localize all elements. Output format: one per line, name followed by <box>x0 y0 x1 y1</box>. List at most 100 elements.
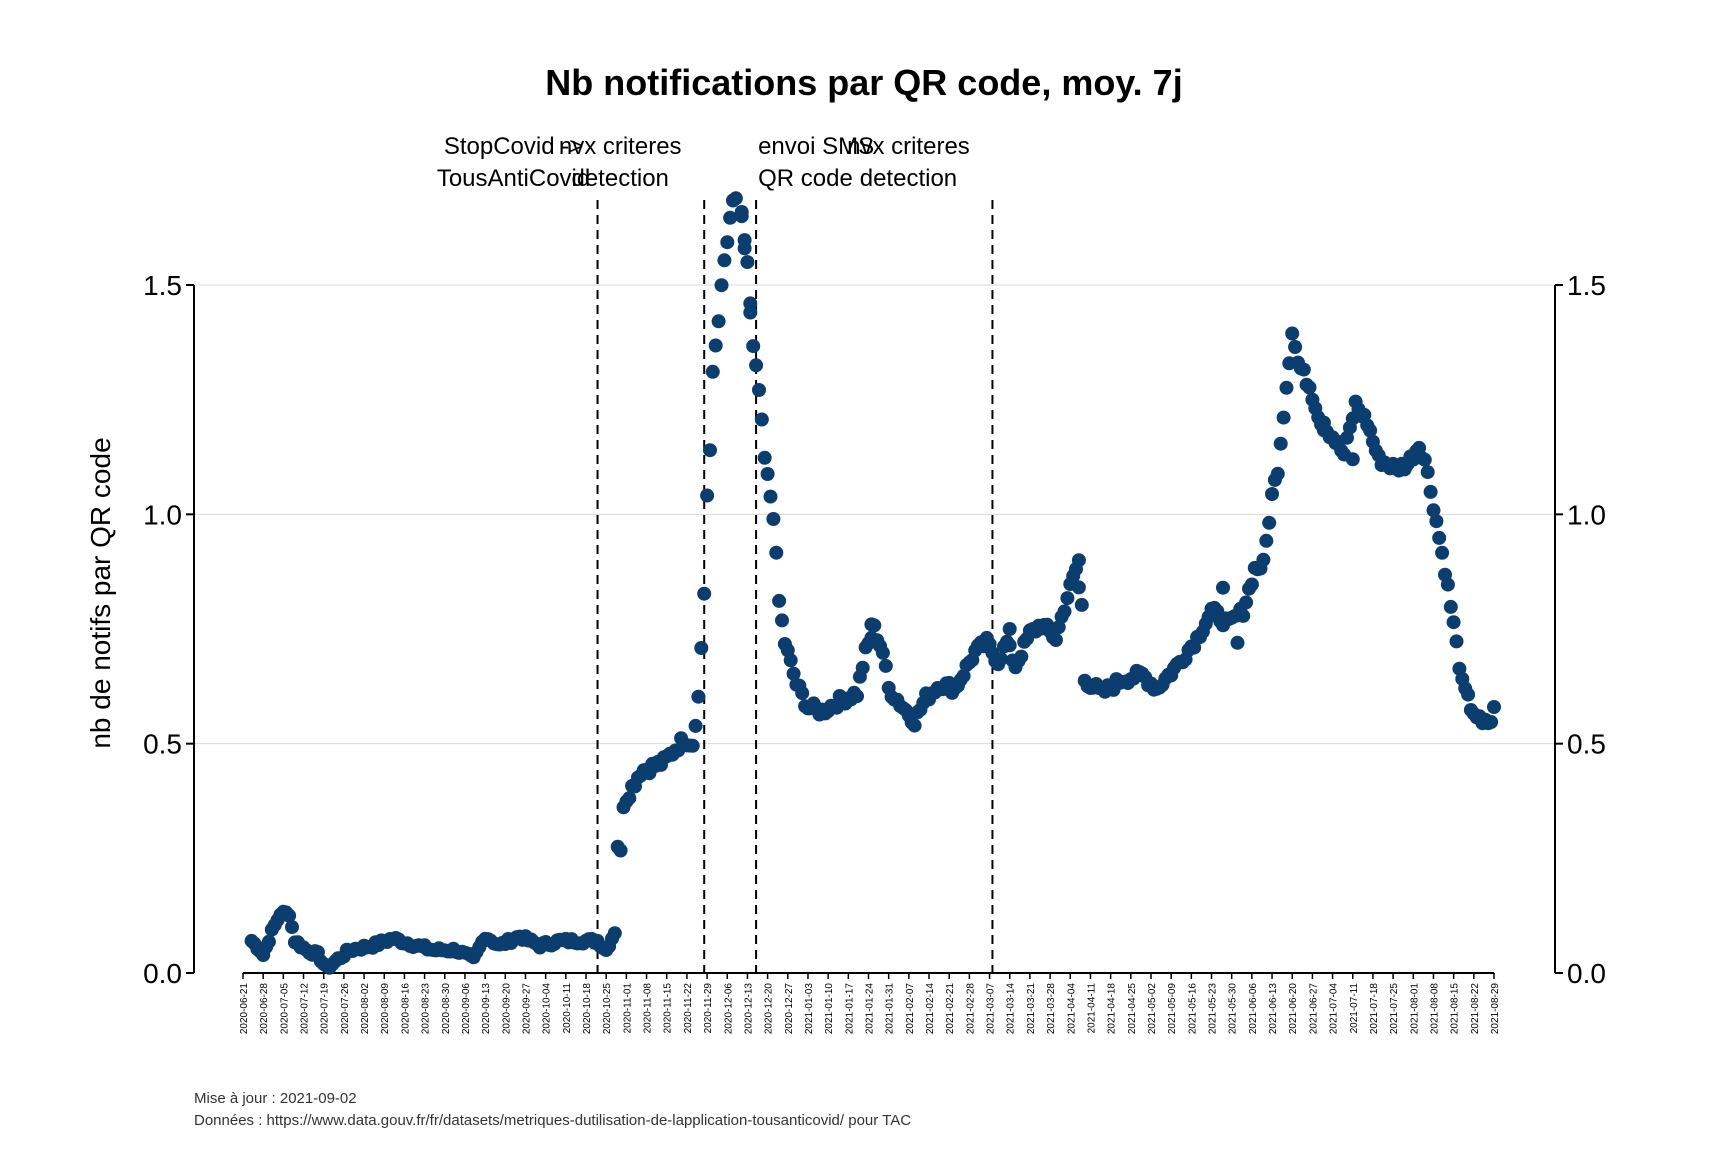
data-point <box>261 934 276 949</box>
x-tick-label: 2020-12-27 <box>784 983 795 1035</box>
data-points <box>244 191 1501 975</box>
data-point <box>749 358 764 373</box>
x-tick-label: 2021-01-31 <box>885 983 896 1035</box>
y-tick-label-left: 1.5 <box>143 270 182 301</box>
x-tick-label: 2020-11-01 <box>622 983 633 1034</box>
data-point <box>711 314 726 329</box>
x-tick-label: 2020-08-30 <box>441 983 452 1035</box>
data-point <box>1230 635 1245 650</box>
data-point <box>1216 580 1230 595</box>
x-tick-label: 2021-03-28 <box>1046 983 1057 1035</box>
data-point <box>734 209 749 224</box>
data-point <box>1363 423 1378 438</box>
data-point <box>907 718 922 733</box>
x-tick-label: 2021-07-18 <box>1369 983 1380 1035</box>
data-point <box>1262 515 1277 530</box>
data-point <box>752 383 766 397</box>
data-point <box>769 545 784 560</box>
data-point <box>1288 340 1303 354</box>
x-tick-label: 2020-10-04 <box>542 983 553 1035</box>
x-tick-label: 2020-06-21 <box>239 983 250 1035</box>
data-point <box>714 278 729 293</box>
data-point <box>1449 634 1464 649</box>
x-tick-label: 2021-06-13 <box>1268 983 1279 1035</box>
data-point <box>1273 436 1288 451</box>
data-point <box>700 488 715 503</box>
x-tick-label: 2021-04-25 <box>1127 983 1138 1035</box>
data-point <box>285 920 299 935</box>
data-point <box>763 489 778 504</box>
y-tick-label-right: 1.5 <box>1567 270 1606 301</box>
data-point <box>1048 633 1063 647</box>
x-tick-label: 2021-04-18 <box>1107 983 1118 1035</box>
x-tick-label: 2021-06-06 <box>1248 983 1259 1035</box>
data-point <box>1435 545 1450 560</box>
event-label-line1: nvx criteres <box>559 133 682 160</box>
data-point <box>1443 599 1458 614</box>
x-tick-label: 2021-01-03 <box>804 983 815 1035</box>
x-tick-label: 2020-10-25 <box>602 983 613 1035</box>
y-tick-label-left: 1.0 <box>143 499 182 530</box>
footer-source: Données : https://www.data.gouv.fr/fr/da… <box>194 1112 911 1129</box>
data-point <box>1014 649 1029 664</box>
data-point <box>728 191 743 206</box>
y-tick-label-left: 0.0 <box>143 958 182 989</box>
data-point <box>795 686 810 701</box>
data-point <box>1446 615 1461 630</box>
x-tick-label: 2020-08-16 <box>400 983 411 1035</box>
x-tick-label: 2021-07-11 <box>1349 983 1360 1034</box>
x-tick-label: 2021-08-15 <box>1450 983 1461 1035</box>
x-tick-label: 2021-06-27 <box>1308 983 1319 1035</box>
x-tick-label: 2021-01-17 <box>844 983 855 1035</box>
data-point <box>878 658 893 673</box>
x-tick-label: 2020-08-23 <box>421 983 432 1035</box>
data-point <box>1002 638 1017 653</box>
data-point <box>740 255 755 270</box>
x-tick-label: 2021-08-01 <box>1409 983 1420 1035</box>
x-tick-label: 2021-07-25 <box>1389 983 1400 1035</box>
x-tick-label: 2021-08-22 <box>1470 983 1481 1035</box>
data-point <box>1270 466 1285 481</box>
x-tick-label: 2021-02-21 <box>945 983 956 1035</box>
event-label-line2: detection <box>860 165 957 192</box>
data-point <box>1060 591 1075 606</box>
data-point <box>613 843 628 858</box>
data-point <box>1426 503 1441 518</box>
data-point <box>708 338 723 353</box>
x-tick-label: 2020-07-12 <box>300 983 311 1035</box>
data-point <box>1345 452 1360 467</box>
x-tick-label: 2021-05-23 <box>1208 983 1219 1035</box>
chart-title: Nb notifications par QR code, moy. 7j <box>545 62 1182 103</box>
x-tick-label: 2020-11-15 <box>663 983 674 1034</box>
x-tick-label: 2021-04-04 <box>1066 983 1077 1035</box>
y-tick-label-right: 1.0 <box>1567 499 1606 530</box>
data-point <box>850 689 864 704</box>
x-tick-label: 2020-09-06 <box>461 983 472 1035</box>
data-point <box>1057 604 1072 619</box>
data-point <box>1440 577 1455 592</box>
x-tick-label: 2021-02-07 <box>905 983 916 1035</box>
data-point <box>956 668 971 683</box>
data-point <box>1071 553 1086 568</box>
y-tick-label-right: 0.5 <box>1567 729 1606 760</box>
y-tick-label-right: 0.0 <box>1567 958 1606 989</box>
x-tick-label: 2020-10-18 <box>582 983 593 1035</box>
x-tick-label: 2020-12-06 <box>723 983 734 1035</box>
x-tick-label: 2021-08-29 <box>1490 983 1501 1035</box>
x-tick-label: 2021-05-02 <box>1147 983 1158 1035</box>
data-point <box>855 660 870 675</box>
x-tick-label: 2021-01-10 <box>824 983 835 1035</box>
data-point <box>864 617 879 632</box>
x-tick-label: 2020-06-28 <box>259 983 270 1035</box>
x-tick-label: 2020-12-13 <box>743 983 754 1035</box>
data-point <box>757 450 772 465</box>
data-point <box>1429 514 1444 529</box>
x-tick-label: 2020-11-22 <box>683 983 694 1034</box>
x-tick-label: 2021-04-11 <box>1086 983 1097 1034</box>
x-tick-label: 2020-09-20 <box>501 983 512 1035</box>
x-tick-label: 2021-05-09 <box>1167 983 1178 1035</box>
x-tick-label: 2021-02-28 <box>965 983 976 1035</box>
data-point <box>1302 380 1317 395</box>
axes: 0.0 0.0 0.5 0.5 1.0 1.0 1.5 1.5 2020-06-21 2020-0… <box>143 270 1606 1034</box>
